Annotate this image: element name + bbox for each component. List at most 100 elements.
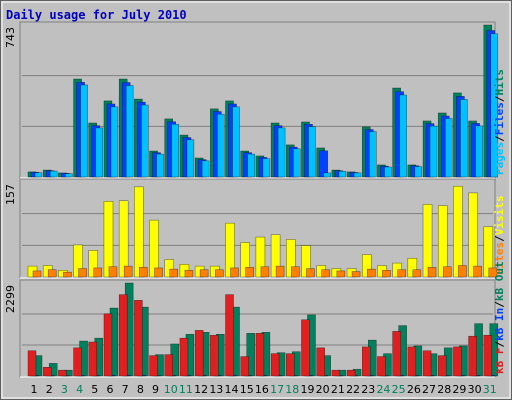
bar [49,170,58,178]
bar [346,369,356,377]
x-tick-label: 30 [468,383,482,396]
bar [125,85,134,178]
bar [427,267,437,278]
bar [154,267,163,278]
legend-separator: / [493,135,506,142]
bar [362,254,372,278]
bar [458,265,467,278]
bar [301,319,310,377]
bar [88,250,99,278]
bar [453,185,463,278]
x-tick-label: 16 [255,383,269,396]
bar [199,269,209,278]
bar [34,172,43,178]
x-tick-label: 18 [285,383,299,396]
bar [369,131,377,178]
bar [232,106,240,178]
x-tick-label: 19 [300,383,314,396]
bar [27,350,37,377]
bar [260,266,270,278]
bar [118,294,128,377]
legend-separator: / [493,301,506,308]
bar [397,269,406,278]
bar [483,226,494,278]
x-tick-label: 13 [209,383,223,396]
y-tick-label: 743 [4,27,17,48]
bar [460,99,468,178]
bar [149,355,158,377]
bar [65,173,73,178]
bar [286,239,296,278]
legend: Sites/Visits [493,196,506,276]
x-tick-label: 4 [76,383,83,396]
legend-separator: / [493,235,506,242]
bar [164,259,174,278]
bar [32,270,42,278]
bar [262,158,271,178]
bar [247,153,255,178]
bar [63,271,72,278]
bar [225,222,235,278]
bar [293,148,301,178]
bar [201,160,210,178]
legend-entry: kB Out [493,261,506,301]
bar [179,337,189,377]
x-tick-label: 2 [46,383,53,396]
y-tick-label: 2299 [4,285,17,313]
bar [184,270,194,278]
bar [230,267,239,278]
legend: kB F/kB In/kB Out [493,261,506,374]
bar [414,166,423,178]
bar [442,266,452,278]
bar [110,106,119,178]
x-tick-label: 6 [106,383,113,396]
bar [108,266,118,278]
x-tick-label: 17 [270,383,284,396]
bar [118,200,129,278]
bar [270,234,281,278]
x-tick-label: 5 [91,383,98,396]
x-tick-label: 1 [31,383,38,396]
legend-entry: kB F [493,348,506,375]
bar [437,355,447,377]
bar [392,331,401,377]
bar [407,346,417,377]
x-tick-label: 11 [179,383,193,396]
bar [255,236,266,278]
chart-title: Daily usage for July 2010 [6,8,187,22]
bar [215,269,224,278]
x-tick-label: 24 [376,383,390,396]
bar [475,125,483,178]
legend-separator: / [493,341,506,348]
bar [103,201,114,278]
bar [277,127,286,178]
bar [412,269,422,278]
bar [134,300,143,377]
bar [422,350,432,377]
bar [103,313,113,377]
bar [149,219,159,278]
x-tick-label: 10 [164,383,178,396]
bar [73,244,83,278]
legend-entry: Files [493,102,506,135]
bar [291,266,300,278]
x-tick-label: 14 [225,383,239,396]
bar [483,334,493,377]
legend: Pages/Files/Hits [493,69,506,175]
bar [384,166,392,178]
bar [453,346,462,377]
bar [88,341,98,377]
bar [377,356,386,377]
bar [217,113,225,178]
bar [73,347,82,377]
bar [429,125,438,178]
bar [210,334,219,377]
bar [156,153,164,178]
bar [225,294,234,377]
bar [245,267,254,278]
bar [240,356,249,377]
bar [362,346,371,377]
bar [42,367,52,377]
